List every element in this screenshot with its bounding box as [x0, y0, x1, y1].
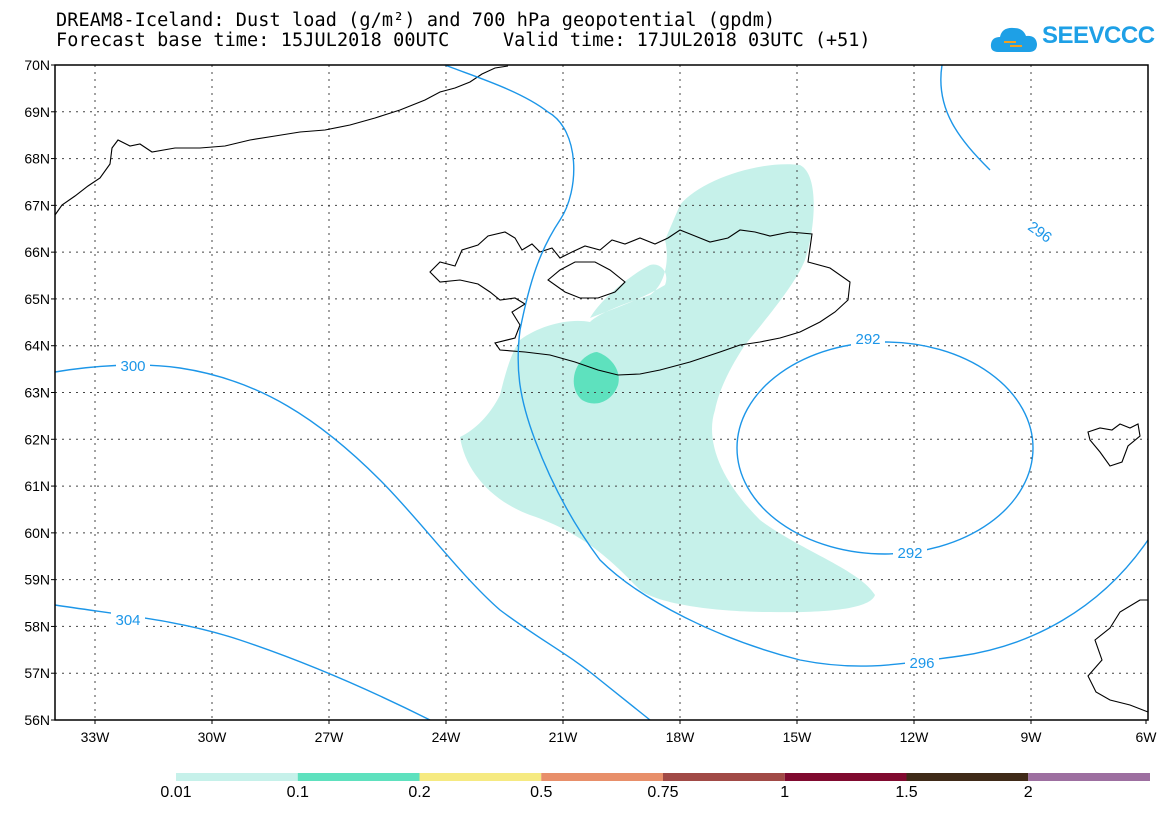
lon-label: 12W — [900, 729, 930, 745]
lon-label: 30W — [198, 729, 228, 745]
lat-label: 70N — [24, 57, 50, 73]
lon-label: 24W — [432, 729, 462, 745]
contour-296-east — [940, 64, 991, 171]
lat-label: 65N — [24, 291, 50, 307]
cloud-icon — [990, 27, 1037, 52]
lat-label: 57N — [24, 665, 50, 681]
colorbar-label: 0.01 — [160, 784, 192, 801]
colorbar-label: 0.1 — [286, 784, 309, 801]
lon-label: 15W — [783, 729, 813, 745]
scotland-coastline — [1087, 599, 1149, 713]
lon-label: 6W — [1136, 729, 1158, 745]
lat-label: 68N — [24, 151, 50, 167]
logo-text: SEEVCCC — [1042, 22, 1155, 49]
contour-label: 296 — [1025, 218, 1055, 246]
contour-label: 304 — [115, 612, 140, 629]
colorbar-swatch — [784, 773, 907, 781]
colorbar-label: 0.5 — [530, 784, 553, 801]
lon-label: 21W — [549, 729, 579, 745]
contour-296-main — [444, 64, 1149, 667]
lat-label: 66N — [24, 244, 50, 260]
geopotential-contours — [54, 64, 1149, 721]
lat-label: 63N — [24, 385, 50, 401]
contour-292 — [736, 341, 1034, 555]
contour-label: 300 — [120, 358, 145, 375]
lat-label: 62N — [24, 431, 50, 447]
lat-label: 56N — [24, 712, 50, 728]
colorbar-swatch — [1028, 773, 1150, 781]
dust-area-medium — [573, 352, 619, 404]
contour-label: 292 — [855, 331, 880, 348]
colorbar-label: 1 — [780, 784, 790, 801]
lon-label: 33W — [81, 729, 111, 745]
colorbar — [176, 773, 1150, 781]
lat-label: 67N — [24, 197, 50, 213]
colorbar-label: 1.5 — [895, 784, 918, 801]
lat-label: 58N — [24, 618, 50, 634]
graticule — [55, 65, 1148, 720]
lon-label: 27W — [315, 729, 345, 745]
greenland-coastline — [54, 65, 509, 216]
lon-label: 18W — [666, 729, 696, 745]
colorbar-swatch — [297, 773, 420, 781]
contour-label: 292 — [897, 545, 922, 562]
colorbar-swatch — [906, 773, 1029, 781]
lat-label: 61N — [24, 478, 50, 494]
forecast-base-time: Forecast base time: 15JUL2018 00UTC — [56, 30, 450, 51]
lat-label: 69N — [24, 104, 50, 120]
lat-label: 64N — [24, 338, 50, 354]
map-title: DREAM8-Iceland: Dust load (g/m²) and 700… — [56, 10, 776, 31]
dust-area-light — [460, 164, 875, 613]
colorbar-swatch — [419, 773, 542, 781]
lon-label: 9W — [1021, 729, 1043, 745]
colorbar-swatch — [541, 773, 663, 781]
lat-label: 59N — [24, 572, 50, 588]
valid-time: Valid time: 17JUL2018 03UTC (+51) — [503, 30, 871, 51]
colorbar-label: 0.2 — [408, 784, 431, 801]
colorbar-swatch — [176, 773, 298, 781]
contour-label: 296 — [909, 655, 934, 672]
colorbar-label: 2 — [1023, 784, 1033, 801]
colorbar-label: 0.75 — [647, 784, 679, 801]
faroe-coastline — [1087, 423, 1141, 467]
lat-label: 60N — [24, 525, 50, 541]
contour-300 — [54, 364, 651, 721]
colorbar-swatch — [663, 773, 785, 781]
